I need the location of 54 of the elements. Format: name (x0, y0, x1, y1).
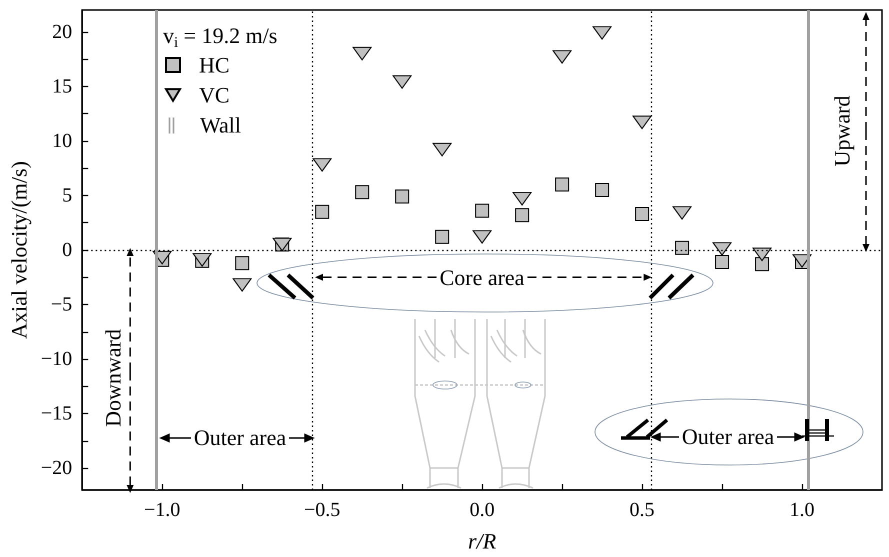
annotation: Outer area (682, 424, 774, 450)
point (555, 178, 570, 192)
point (235, 256, 250, 270)
point (715, 255, 730, 269)
point (512, 192, 532, 206)
point (675, 240, 690, 255)
point (792, 254, 812, 268)
point (355, 185, 370, 200)
point (635, 207, 650, 221)
point (472, 230, 492, 244)
y-tick-label: 5 (62, 184, 72, 206)
annotation: Upward (830, 96, 855, 166)
point (395, 190, 410, 204)
point (515, 208, 530, 222)
ref-line-label: Wall (200, 112, 241, 138)
y-tick-label: −15 (40, 402, 72, 425)
y-tick-label: −20 (40, 457, 72, 480)
x-tick-label: −1.0 (144, 499, 180, 521)
point (352, 46, 372, 60)
point (475, 204, 490, 218)
point (672, 206, 692, 220)
point (312, 158, 332, 172)
point (432, 142, 452, 156)
x-tick-label: 0.5 (630, 499, 655, 521)
point (632, 116, 652, 130)
x-axis-title: r/R (468, 528, 497, 554)
annotation: Outer area (194, 425, 286, 450)
legend-title: v$_{i}$ = 19.2 m/s (163, 23, 278, 51)
x-tick-label: −0.5 (304, 499, 340, 521)
annotation: Core area (440, 264, 525, 290)
y-tick-label: −10 (40, 348, 72, 370)
y-tick-label: −5 (50, 294, 72, 316)
point (232, 278, 252, 292)
y-tick-label: 15 (52, 75, 72, 98)
point (755, 257, 770, 272)
y-tick-label: 10 (52, 130, 72, 152)
point (192, 253, 212, 267)
point (595, 183, 610, 197)
x-tick-label: 0.0 (470, 499, 495, 521)
point (435, 230, 450, 244)
legend-label: VC (199, 82, 230, 108)
point (592, 26, 612, 40)
annotation: Downward (100, 329, 126, 427)
point (752, 248, 772, 262)
point (315, 204, 330, 219)
legend-label: HC (199, 52, 230, 78)
point (272, 238, 292, 252)
y-tick-label: 0 (62, 239, 72, 261)
point (392, 75, 412, 89)
y-tick-label: 20 (52, 20, 72, 43)
point (712, 242, 732, 256)
x-tick-label: 1.0 (790, 499, 815, 521)
point (552, 50, 572, 64)
y-axis-title: Axial velocity/(m/s) (6, 161, 32, 339)
